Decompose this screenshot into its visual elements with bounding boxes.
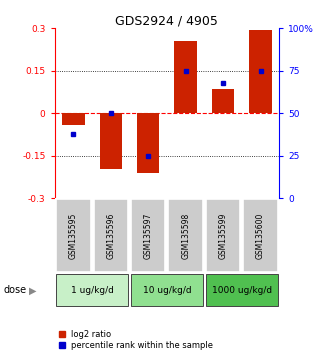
FancyBboxPatch shape: [206, 274, 278, 306]
Text: GSM135598: GSM135598: [181, 212, 190, 258]
Bar: [174, 41, 197, 113]
Bar: [137, 113, 160, 173]
Bar: [249, 30, 272, 113]
Text: GSM135600: GSM135600: [256, 212, 265, 259]
Text: GSM135596: GSM135596: [106, 212, 115, 259]
Text: ▶: ▶: [29, 285, 36, 295]
Title: GDS2924 / 4905: GDS2924 / 4905: [116, 14, 218, 27]
FancyBboxPatch shape: [56, 274, 128, 306]
Text: GSM135597: GSM135597: [144, 212, 153, 259]
Text: GSM135599: GSM135599: [219, 212, 228, 259]
Text: GSM135595: GSM135595: [69, 212, 78, 259]
Bar: [212, 89, 234, 113]
FancyBboxPatch shape: [131, 274, 203, 306]
FancyBboxPatch shape: [243, 199, 278, 272]
Text: 10 ug/kg/d: 10 ug/kg/d: [143, 286, 191, 295]
Legend: log2 ratio, percentile rank within the sample: log2 ratio, percentile rank within the s…: [59, 330, 213, 350]
FancyBboxPatch shape: [93, 199, 128, 272]
FancyBboxPatch shape: [131, 199, 165, 272]
FancyBboxPatch shape: [56, 199, 91, 272]
Text: dose: dose: [3, 285, 26, 295]
Text: 1000 ug/kg/d: 1000 ug/kg/d: [212, 286, 272, 295]
Text: 1 ug/kg/d: 1 ug/kg/d: [71, 286, 113, 295]
Bar: [62, 113, 84, 125]
Bar: [100, 113, 122, 169]
FancyBboxPatch shape: [206, 199, 240, 272]
FancyBboxPatch shape: [169, 199, 203, 272]
